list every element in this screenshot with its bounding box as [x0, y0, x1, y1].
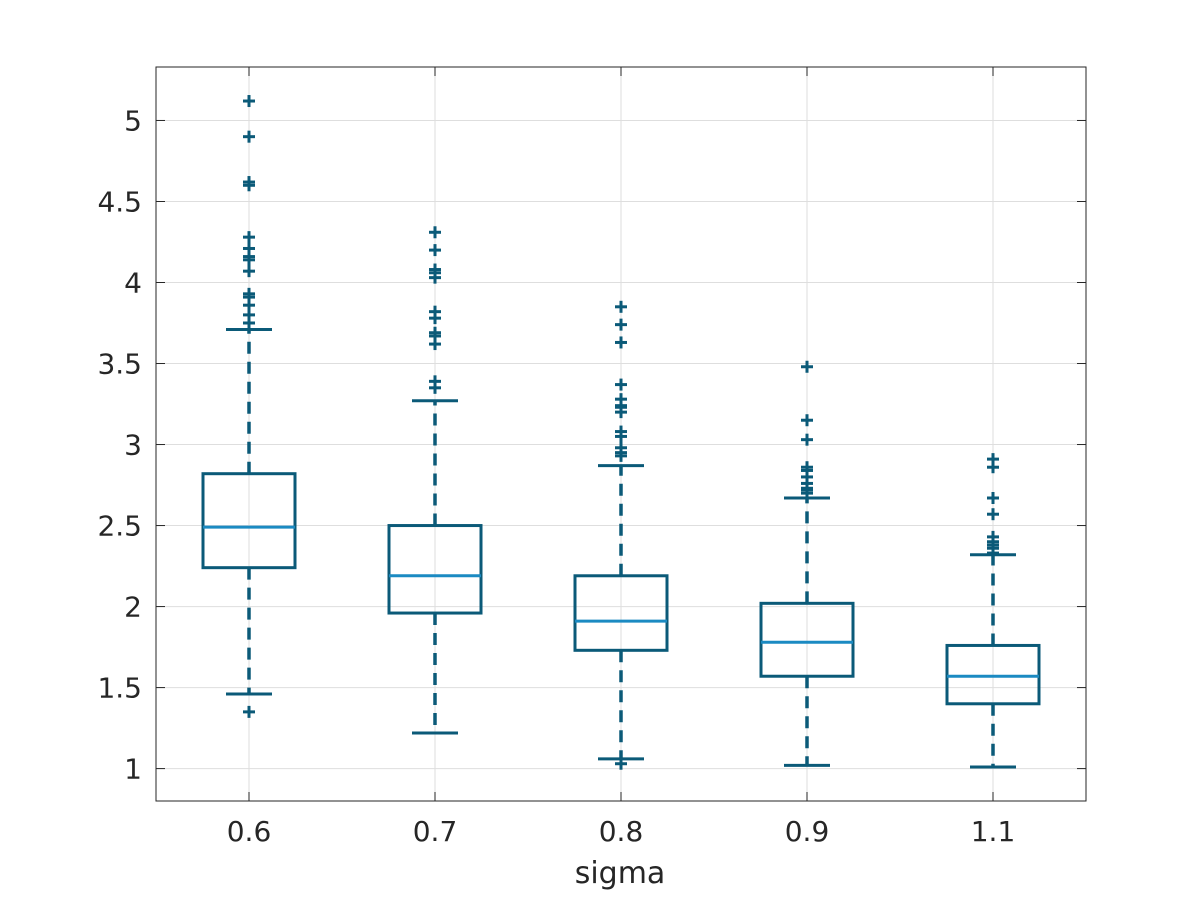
- outlier-marker: [801, 414, 813, 427]
- outlier-marker: [615, 393, 627, 406]
- box-group-0_8: [573, 300, 669, 770]
- x-tick-label: 0.9: [785, 815, 830, 848]
- y-tick-label: 1.5: [97, 672, 142, 705]
- outlier-marker: [987, 508, 999, 521]
- outlier-marker: [801, 360, 813, 373]
- x-tick-label: 0.7: [413, 815, 458, 848]
- outlier-marker: [615, 378, 627, 391]
- outlier-marker: [429, 305, 441, 318]
- y-tick-label: 2.5: [97, 510, 142, 543]
- iqr-box: [387, 524, 483, 615]
- outlier-marker: [429, 326, 441, 339]
- y-tick-label: 3.5: [97, 348, 142, 381]
- iqr-box: [759, 601, 855, 678]
- box-group-0_6: [201, 95, 297, 718]
- outlier-marker: [987, 453, 999, 466]
- outlier-marker: [801, 433, 813, 446]
- outlier-marker: [243, 231, 255, 244]
- iqr-box: [201, 472, 297, 570]
- outlier-marker: [243, 242, 255, 255]
- outlier-marker: [615, 300, 627, 313]
- outlier-marker: [429, 375, 441, 388]
- y-tick-label: 4: [124, 267, 142, 300]
- x-tick-label: 1.1: [971, 815, 1016, 848]
- box-series: [201, 95, 1041, 770]
- iqr-box: [945, 643, 1041, 706]
- outlier-marker: [615, 425, 627, 438]
- y-tick-label: 4.5: [97, 185, 142, 218]
- outlier-marker: [801, 461, 813, 474]
- outlier-marker: [615, 441, 627, 454]
- outlier-marker: [243, 265, 255, 278]
- box-group-1_1: [945, 453, 1041, 769]
- y-tick-label: 1: [124, 753, 142, 786]
- outlier-marker: [243, 287, 255, 300]
- outlier-marker: [429, 226, 441, 239]
- outlier-marker: [243, 705, 255, 718]
- box-group-0_7: [387, 226, 483, 735]
- iqr-box: [573, 574, 669, 652]
- x-tick-label: 0.8: [599, 815, 644, 848]
- axis-ticks: 1 1.5 2 2.5 3 3.5 4 4.5 5 0.6 0.7 0.8 0.9 1.1: [97, 67, 1086, 848]
- y-tick-label: 5: [124, 104, 142, 137]
- outlier-marker: [243, 176, 255, 189]
- outlier-marker: [429, 244, 441, 257]
- box-group-0_9: [759, 360, 855, 767]
- outlier-marker: [615, 318, 627, 331]
- y-tick-label: 3: [124, 429, 142, 462]
- outlier-marker: [429, 263, 441, 276]
- x-axis-label: sigma: [575, 856, 666, 891]
- outlier-marker: [615, 757, 627, 770]
- outlier-marker: [615, 336, 627, 349]
- x-tick-label: 0.6: [227, 815, 272, 848]
- outlier-marker: [243, 130, 255, 143]
- y-tick-label: 2: [124, 591, 142, 624]
- outlier-marker: [987, 492, 999, 505]
- outlier-marker: [987, 530, 999, 543]
- outlier-marker: [243, 95, 255, 108]
